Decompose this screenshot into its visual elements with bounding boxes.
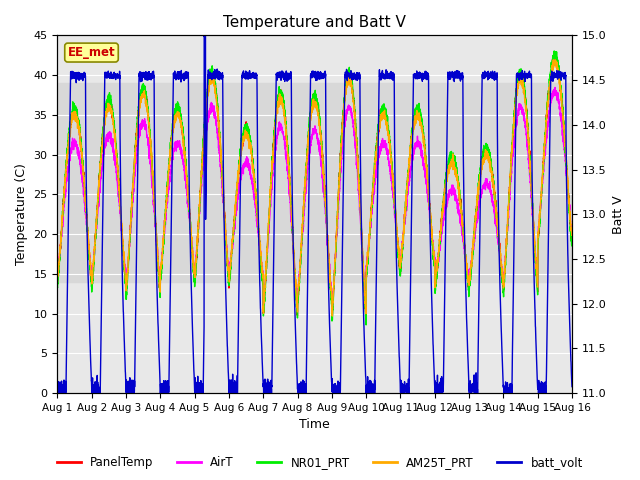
X-axis label: Time: Time [300, 419, 330, 432]
Y-axis label: Batt V: Batt V [612, 195, 625, 234]
Bar [58, 83, 572, 282]
Title: Temperature and Batt V: Temperature and Batt V [223, 15, 406, 30]
Legend: PanelTemp, AirT, NR01_PRT, AM25T_PRT, batt_volt: PanelTemp, AirT, NR01_PRT, AM25T_PRT, ba… [52, 452, 588, 474]
Text: EE_met: EE_met [68, 46, 115, 59]
Y-axis label: Temperature (C): Temperature (C) [15, 163, 28, 265]
